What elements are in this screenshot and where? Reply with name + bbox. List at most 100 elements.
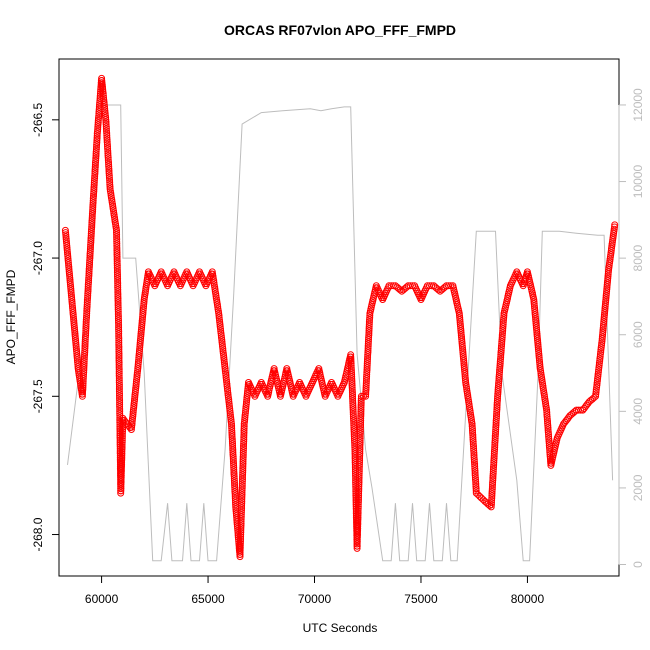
data-point-348 <box>115 354 123 362</box>
data-point-1058 <box>354 498 362 506</box>
data-point-951 <box>347 355 355 363</box>
data-point-950 <box>347 353 355 361</box>
data-point-1304 <box>472 476 479 484</box>
data-point-228 <box>99 90 107 98</box>
data-point-1392 <box>498 342 505 350</box>
data-point-22 <box>66 274 74 282</box>
data-point-1076 <box>356 458 363 466</box>
data-point-102 <box>81 338 89 346</box>
data-point-292 <box>113 231 121 239</box>
data-point-243 <box>102 123 110 130</box>
data-point-726 <box>236 544 244 552</box>
data-point-1341 <box>490 454 498 462</box>
data-point-1254 <box>461 366 468 373</box>
data-point-686 <box>230 475 238 482</box>
data-point-748 <box>238 495 246 503</box>
data-point-135 <box>85 265 93 273</box>
data-point-1295 <box>470 456 478 464</box>
data-point-422 <box>118 461 126 468</box>
data-point-1240 <box>458 335 466 343</box>
data-point-1098 <box>357 410 365 418</box>
data-point-747 <box>238 497 246 505</box>
data-point-252 <box>104 143 111 151</box>
data-point-793 <box>243 396 251 404</box>
data-point-743 <box>238 506 245 514</box>
data-point-1506 <box>543 408 551 416</box>
data-point-749 <box>238 493 246 501</box>
data-point-143 <box>86 247 94 255</box>
data-point-1515 <box>544 428 552 436</box>
data-point-1336 <box>489 465 497 473</box>
data-point-1571 <box>592 392 600 400</box>
data-point-371 <box>116 405 124 413</box>
data-point-138 <box>86 259 94 266</box>
data-point-1137 <box>365 329 373 337</box>
data-point-753 <box>238 484 246 492</box>
data-point-366 <box>116 394 123 402</box>
data-point-1345 <box>491 445 499 453</box>
data-point-625 <box>218 340 226 348</box>
data-point-141 <box>86 252 94 260</box>
data-point-1042 <box>353 533 361 541</box>
data-point-1239 <box>458 333 465 341</box>
data-point-770 <box>239 447 247 454</box>
data-point-724 <box>236 548 244 556</box>
data-point-1284 <box>469 431 477 439</box>
data-point-148 <box>87 236 95 244</box>
data-point-1476 <box>534 343 542 351</box>
data-point-162 <box>89 205 97 213</box>
data-point-1061 <box>355 492 363 499</box>
data-point-725 <box>236 546 244 554</box>
data-point-52 <box>72 339 80 347</box>
data-point-627 <box>219 345 227 353</box>
data-point-42 <box>70 317 78 325</box>
data-point-419 <box>117 467 125 475</box>
data-point-257 <box>104 154 112 162</box>
x-axis: 60000 65000 70000 75000 80000 <box>85 575 544 606</box>
data-point-361 <box>115 383 123 391</box>
data-point-981 <box>350 421 358 429</box>
data-point-110 <box>82 320 90 328</box>
data-point-200 <box>94 121 102 129</box>
data-point-1138 <box>365 327 373 335</box>
data-point-762 <box>239 464 247 472</box>
data-point-1505 <box>543 406 551 414</box>
data-point-1242 <box>458 340 466 348</box>
data-point-685 <box>230 472 238 480</box>
data-point-664 <box>228 427 236 434</box>
data-point-486 <box>136 345 144 353</box>
data-point-1367 <box>493 397 501 405</box>
data-point-1140 <box>365 322 373 330</box>
data-point-18 <box>65 265 73 273</box>
data-point-1086 <box>356 436 364 444</box>
data-point-1097 <box>357 412 365 420</box>
data-point-136 <box>85 263 93 271</box>
data-point-137 <box>86 261 93 269</box>
data-point-501 <box>139 313 147 321</box>
data-point-474 <box>133 371 141 379</box>
y2-axis: 0 2000 4000 6000 8000 10000 12000 <box>618 88 645 568</box>
data-point-340 <box>115 336 123 344</box>
data-point-1600 <box>599 328 607 336</box>
data-point-784 <box>241 416 249 424</box>
data-point-1087 <box>356 434 364 442</box>
data-point-1301 <box>471 469 479 477</box>
data-point-134 <box>85 267 93 275</box>
data-point-730 <box>237 535 245 543</box>
data-point-644 <box>223 382 231 390</box>
data-point-1309 <box>472 487 480 495</box>
data-point-309 <box>113 268 121 276</box>
data-point-171 <box>90 185 98 193</box>
data-point-1041 <box>353 536 361 543</box>
data-point-153 <box>88 225 95 233</box>
data-point-152 <box>87 228 95 235</box>
data-point-119 <box>83 301 91 308</box>
data-point-1585 <box>595 361 603 369</box>
data-point-654 <box>226 405 234 412</box>
data-point-960 <box>348 375 356 383</box>
data-point-155 <box>88 221 96 229</box>
data-point-1479 <box>535 350 543 357</box>
data-point-234 <box>101 103 108 111</box>
data-point-1289 <box>470 442 477 450</box>
data-point-668 <box>228 435 236 443</box>
